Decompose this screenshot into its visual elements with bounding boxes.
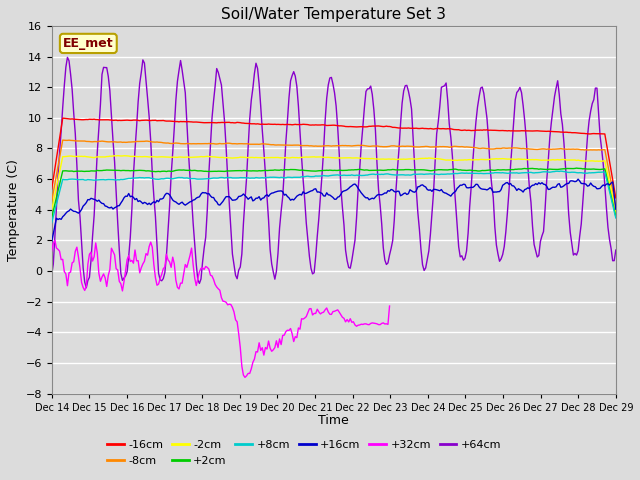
Legend: -16cm, -8cm, -2cm, +2cm, +8cm, +16cm, +32cm, +64cm: -16cm, -8cm, -2cm, +2cm, +8cm, +16cm, +3…	[102, 436, 506, 470]
X-axis label: Time: Time	[318, 414, 349, 427]
Y-axis label: Temperature (C): Temperature (C)	[7, 159, 20, 261]
Title: Soil/Water Temperature Set 3: Soil/Water Temperature Set 3	[221, 7, 446, 22]
Text: EE_met: EE_met	[63, 37, 114, 50]
